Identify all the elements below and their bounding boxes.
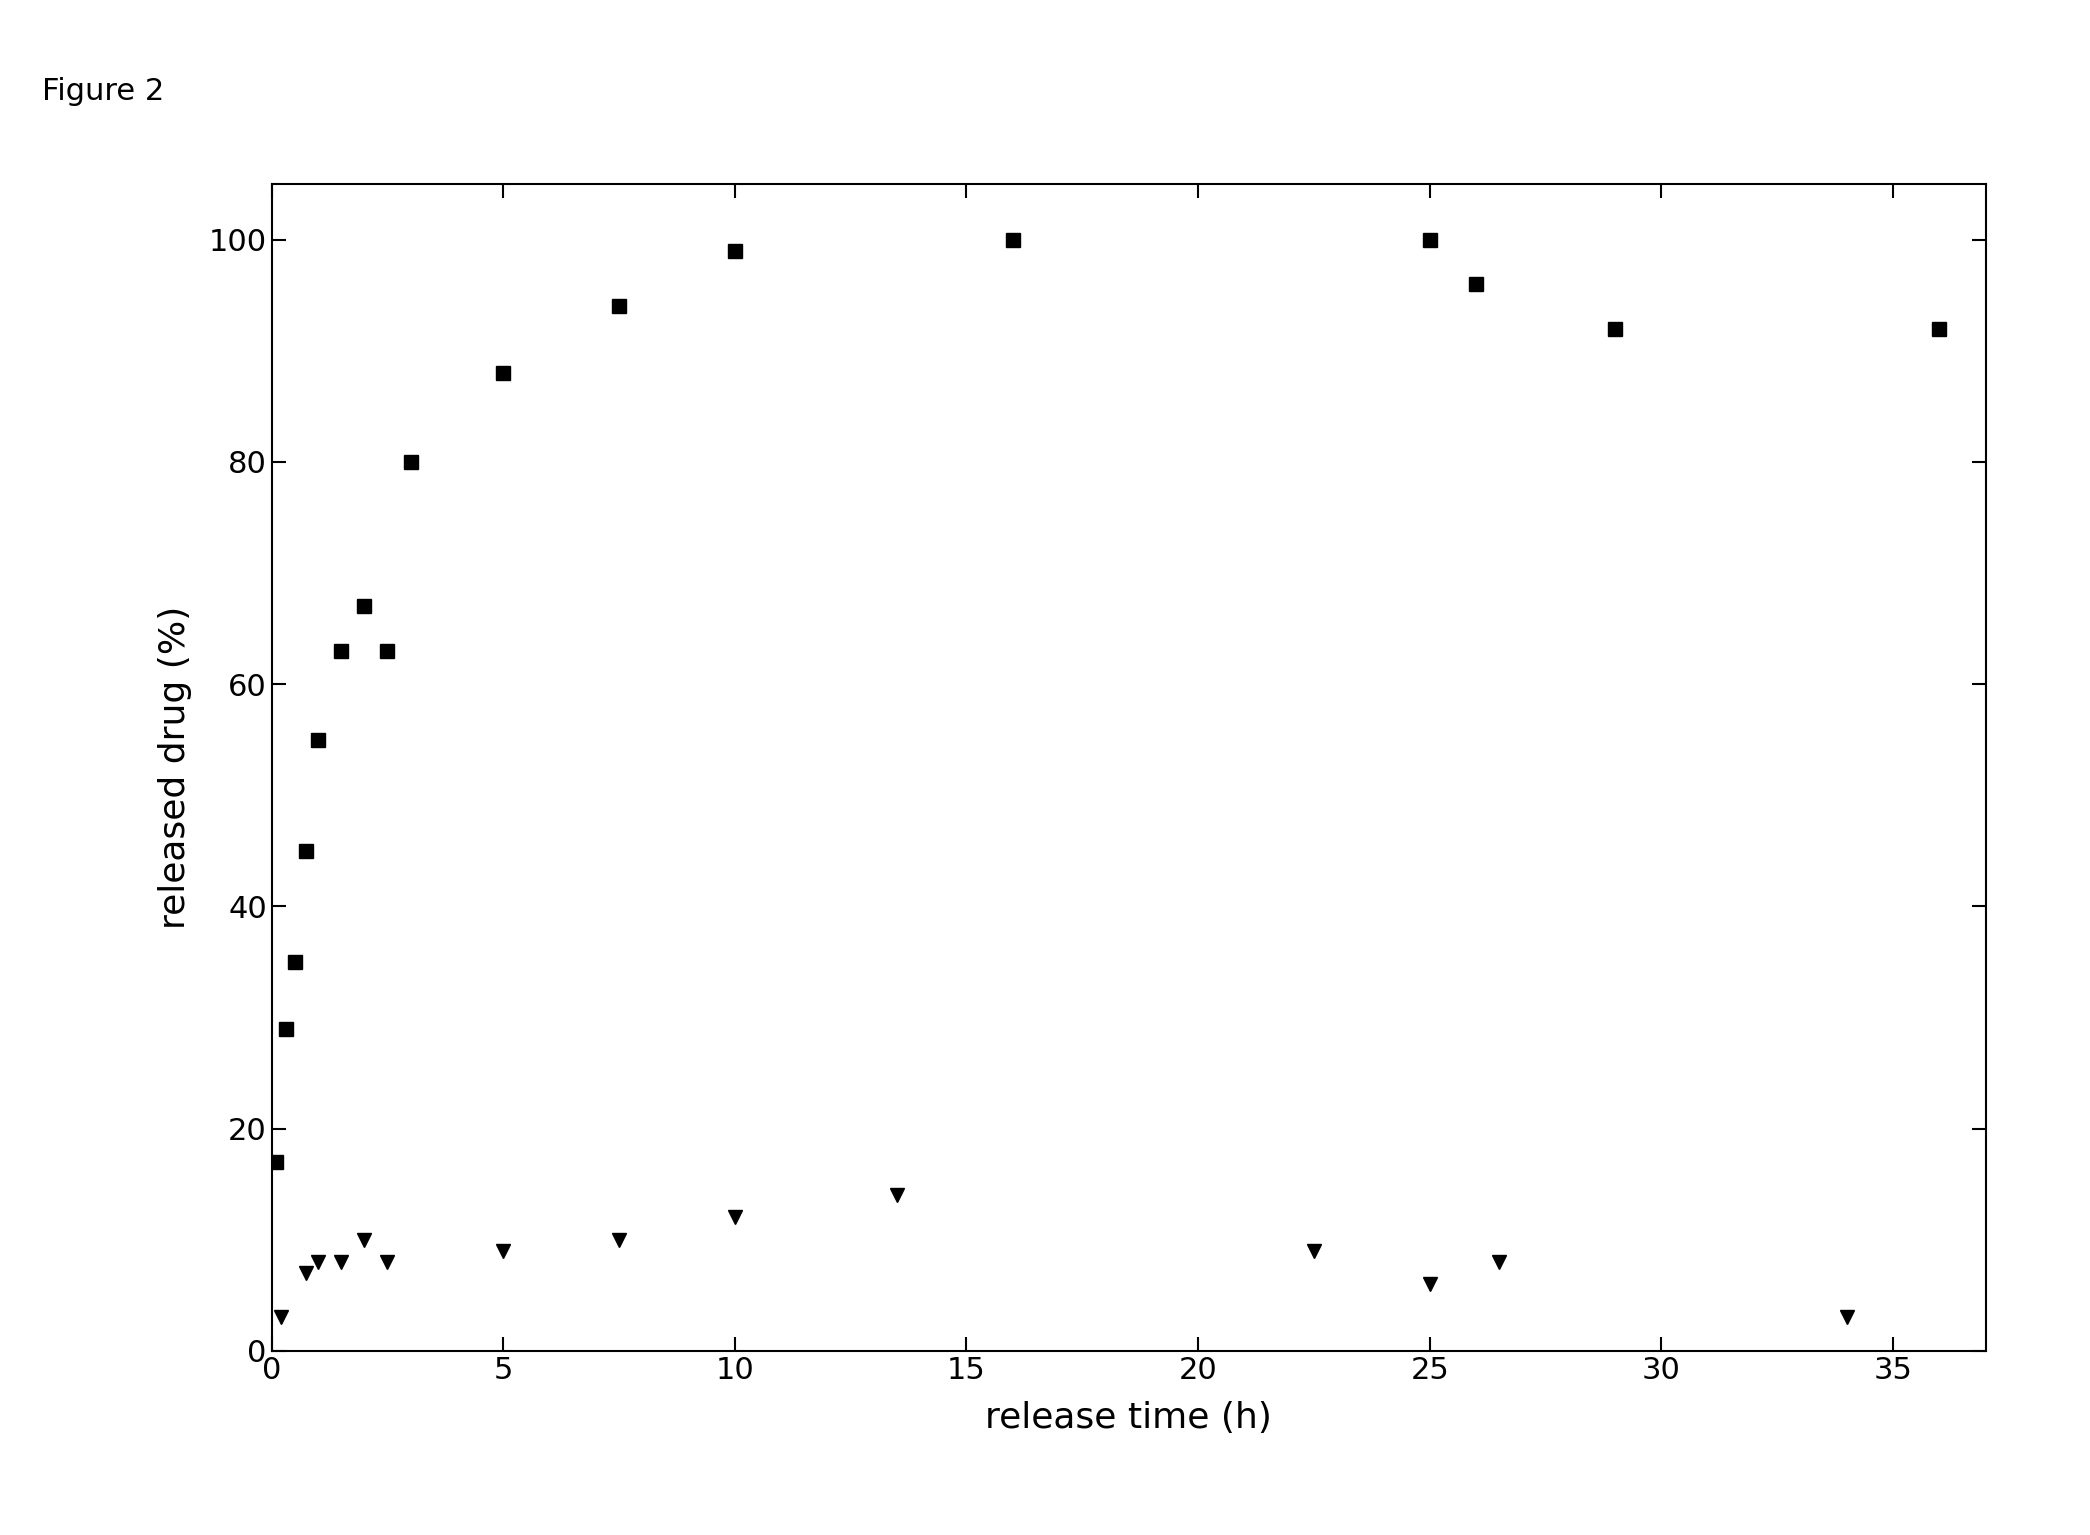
Y-axis label: released drug (%): released drug (%) — [159, 606, 192, 929]
X-axis label: release time (h): release time (h) — [984, 1401, 1273, 1435]
Text: Figure 2: Figure 2 — [42, 77, 163, 106]
